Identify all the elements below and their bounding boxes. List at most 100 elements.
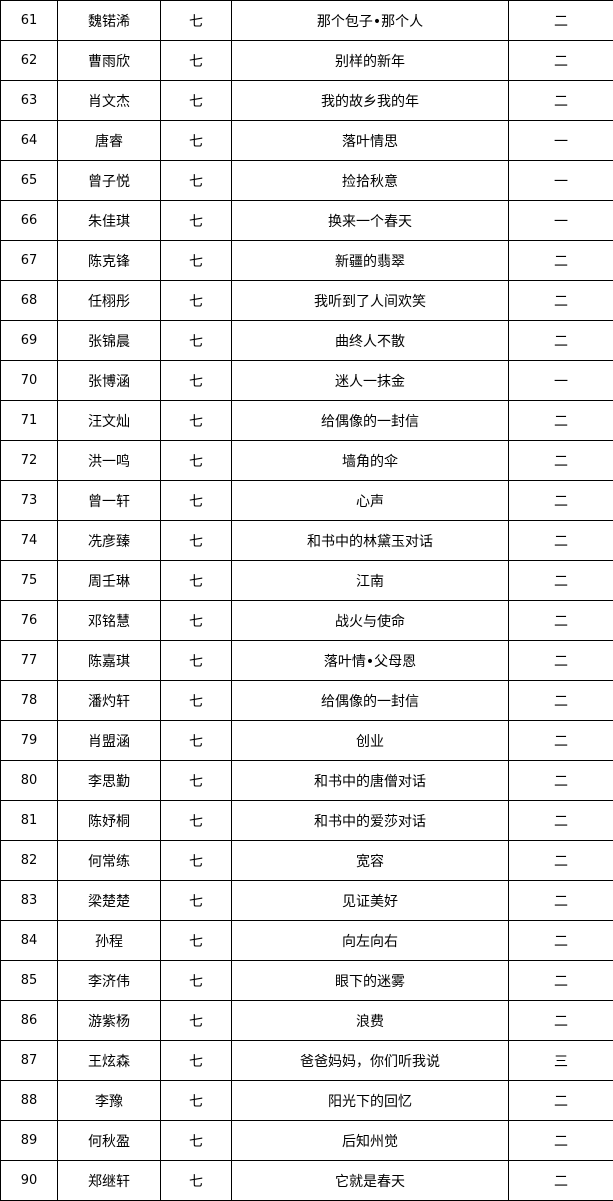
- essay-title: 新疆的翡翠: [231, 240, 509, 281]
- table-row: 78 潘灼轩七给偶像的一封信二: [0, 680, 613, 721]
- table-row: 84 孙程七向左向右二: [0, 920, 613, 961]
- essay-title: 战火与使命: [231, 600, 509, 641]
- table-row: 63 肖文杰七我的故乡我的年二: [0, 80, 613, 121]
- grade: 七: [160, 1080, 232, 1121]
- essay-title: 它就是春天: [231, 1160, 509, 1201]
- grade: 七: [160, 480, 232, 521]
- prize: 二: [508, 840, 613, 881]
- essay-title: 那个包子•那个人: [231, 0, 509, 41]
- prize: 二: [508, 320, 613, 361]
- row-number: 66: [0, 200, 58, 241]
- student-name: 洪一鸣: [57, 440, 161, 481]
- row-number: 76: [0, 600, 58, 641]
- grade: 七: [160, 160, 232, 201]
- prize: 二: [508, 1160, 613, 1201]
- row-number: 82: [0, 840, 58, 881]
- grade: 七: [160, 200, 232, 241]
- essay-title: 给偶像的一封信: [231, 680, 509, 721]
- row-number: 69: [0, 320, 58, 361]
- table-row: 73 曾一轩七心声二: [0, 480, 613, 521]
- grade: 七: [160, 880, 232, 921]
- grade: 七: [160, 520, 232, 561]
- prize: 二: [508, 720, 613, 761]
- row-number: 68: [0, 280, 58, 321]
- essay-title: 捡拾秋意: [231, 160, 509, 201]
- grade: 七: [160, 80, 232, 121]
- essay-title: 墙角的伞: [231, 440, 509, 481]
- student-name: 何秋盈: [57, 1120, 161, 1161]
- student-name: 冼彦臻: [57, 520, 161, 561]
- row-number: 61: [0, 0, 58, 41]
- row-number: 67: [0, 240, 58, 281]
- student-name: 郑继轩: [57, 1160, 161, 1201]
- grade: 七: [160, 240, 232, 281]
- prize: 二: [508, 240, 613, 281]
- essay-title: 和书中的唐僧对话: [231, 760, 509, 801]
- table-row: 82 何常练七宽容二: [0, 840, 613, 881]
- prize: 二: [508, 800, 613, 841]
- table-row: 71 汪文灿七给偶像的一封信二: [0, 400, 613, 441]
- prize: 二: [508, 280, 613, 321]
- essay-title: 阳光下的回忆: [231, 1080, 509, 1121]
- table-row: 64 唐睿七落叶情思一: [0, 120, 613, 161]
- student-name: 陈嘉琪: [57, 640, 161, 681]
- row-number: 65: [0, 160, 58, 201]
- row-number: 84: [0, 920, 58, 961]
- prize: 二: [508, 560, 613, 601]
- table-row: 65 曾子悦七捡拾秋意一: [0, 160, 613, 201]
- prize: 二: [508, 1120, 613, 1161]
- student-name: 李思勤: [57, 760, 161, 801]
- table-row: 90 郑继轩七它就是春天二: [0, 1160, 613, 1201]
- grade: 七: [160, 1120, 232, 1161]
- row-number: 74: [0, 520, 58, 561]
- student-name: 张锦晨: [57, 320, 161, 361]
- table-row: 87 王炫森七爸爸妈妈，你们听我说三: [0, 1040, 613, 1081]
- grade: 七: [160, 1040, 232, 1081]
- essay-title: 落叶情思: [231, 120, 509, 161]
- student-name: 曾子悦: [57, 160, 161, 201]
- grade: 七: [160, 680, 232, 721]
- prize: 二: [508, 1000, 613, 1041]
- essay-title: 落叶情•父母恩: [231, 640, 509, 681]
- table-row: 74 冼彦臻七和书中的林黛玉对话二: [0, 520, 613, 561]
- grade: 七: [160, 560, 232, 601]
- row-number: 78: [0, 680, 58, 721]
- grade: 七: [160, 960, 232, 1001]
- table-row: 81 陈妤桐七和书中的爱莎对话二: [0, 800, 613, 841]
- row-number: 86: [0, 1000, 58, 1041]
- student-name: 游紫杨: [57, 1000, 161, 1041]
- student-name: 李济伟: [57, 960, 161, 1001]
- row-number: 88: [0, 1080, 58, 1121]
- table-row: 75 周壬琳七江南二: [0, 560, 613, 601]
- row-number: 81: [0, 800, 58, 841]
- grade: 七: [160, 320, 232, 361]
- essay-title: 迷人一抹金: [231, 360, 509, 401]
- essay-title: 宽容: [231, 840, 509, 881]
- essay-title: 眼下的迷雾: [231, 960, 509, 1001]
- essay-title: 向左向右: [231, 920, 509, 961]
- student-name: 曾一轩: [57, 480, 161, 521]
- row-number: 79: [0, 720, 58, 761]
- prize: 一: [508, 360, 613, 401]
- row-number: 80: [0, 760, 58, 801]
- prize: 二: [508, 880, 613, 921]
- grade: 七: [160, 800, 232, 841]
- row-number: 85: [0, 960, 58, 1001]
- student-name: 曹雨欣: [57, 40, 161, 81]
- essay-title: 换来一个春天: [231, 200, 509, 241]
- prize: 一: [508, 120, 613, 161]
- student-name: 陈克锋: [57, 240, 161, 281]
- prize: 二: [508, 0, 613, 41]
- student-name: 王炫森: [57, 1040, 161, 1081]
- table-row: 66 朱佳琪七换来一个春天一: [0, 200, 613, 241]
- essay-title: 和书中的爱莎对话: [231, 800, 509, 841]
- essay-title: 我听到了人间欢笑: [231, 280, 509, 321]
- prize: 二: [508, 520, 613, 561]
- essay-title: 心声: [231, 480, 509, 521]
- grade: 七: [160, 400, 232, 441]
- prize: 二: [508, 760, 613, 801]
- prize: 二: [508, 600, 613, 641]
- student-name: 陈妤桐: [57, 800, 161, 841]
- grade: 七: [160, 0, 232, 41]
- prize: 二: [508, 40, 613, 81]
